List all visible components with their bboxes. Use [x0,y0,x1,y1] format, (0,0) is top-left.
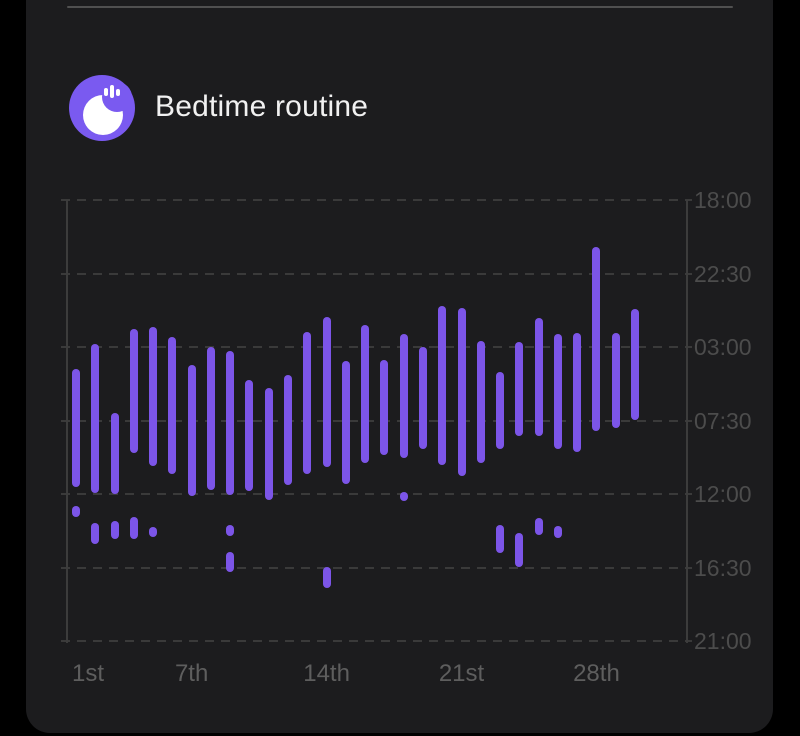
y-axis-label: 03:00 [694,334,752,360]
sleep-bar-day-19 [418,347,427,450]
sleep-bar-day-29 [611,332,620,429]
moon-sleep-icon [69,75,135,141]
sleep-bar-day-6 [168,336,177,474]
sleep-bar-day-30 [631,308,639,420]
sleep-bar-day-23 [496,372,505,449]
gridline-03:00 [61,346,692,348]
nap-bar-day-3 [110,520,119,540]
sleep-bar-day-21 [457,308,466,476]
sleep-bar-day-2 [91,344,100,493]
snore-wave-icon [116,89,120,96]
nap-bar-day-14 [322,567,331,588]
y-axis-label: 21:00 [694,628,752,654]
x-axis-label: 14th [303,660,350,687]
gridline-16:30 [61,566,692,569]
sleep-bar-day-24 [515,341,524,436]
nap-bar-day-1 [72,506,80,517]
sleep-bar-day-15 [341,361,350,484]
nap-bar-day-25 [534,518,543,536]
x-axis-label: 7th [174,660,209,687]
card-title: Bedtime routine [155,90,369,123]
snore-wave-icon [104,88,108,96]
axis-border-left [66,200,68,643]
sleep-bar-day-7 [187,365,196,496]
nap-bar-day-5 [149,526,158,537]
gridline-22:30 [61,272,692,275]
sleep-bar-day-17 [380,359,389,456]
chart-plot [67,200,686,641]
sleep-bar-day-10 [245,379,254,491]
sleep-bar-day-11 [264,388,273,500]
y-axis-label: 07:30 [694,407,752,434]
sleep-bar-day-4 [129,329,138,453]
nap-bar-day-24 [515,532,524,567]
sleep-bar-day-18 [399,333,408,458]
sleep-bar-day-1 [72,369,80,487]
section-divider [67,6,733,8]
sleep-bar-day-13 [303,332,312,474]
sleep-bar-day-16 [361,324,370,463]
sleep-bar-day-20 [438,305,447,465]
sleep-bar-day-8 [206,347,215,490]
sleep-bar-day-14 [322,317,331,468]
nap-bar-day-4 [129,516,138,540]
sleep-bar-day-26 [553,333,562,450]
nap-bar-day-9 [226,525,235,536]
snore-wave-icon [110,85,114,98]
nap-bar-day-23 [496,525,505,553]
y-axis-label: 16:30 [694,554,752,581]
sleep-bar-day-3 [110,413,119,494]
y-axis-label: 18:00 [694,187,752,213]
axis-border-right [686,200,688,643]
nap-bar-day-18 [399,492,408,502]
y-axis-label: 22:30 [694,260,752,287]
sleep-bar-day-27 [573,332,582,452]
x-axis-label: 28th [573,660,620,687]
y-axis-label: 12:00 [694,481,752,507]
x-axis-label: 21st [438,660,485,687]
moon-crescent-cut [102,82,132,112]
sleep-bar-day-28 [592,247,601,431]
nap-bar-day-9 [226,552,235,572]
sleep-bar-day-12 [284,375,293,485]
nap-bar-day-2 [91,522,100,545]
gridline-12:00 [61,493,692,495]
sleep-bar-day-25 [534,317,543,436]
nap-bar-day-26 [553,526,562,538]
gridline-21:00 [61,640,692,642]
x-axis-label: 1st [71,660,104,687]
sleep-bar-day-5 [149,327,158,466]
gridline-18:00 [61,199,692,201]
sleep-bar-day-22 [476,341,485,463]
gridline-07:30 [61,419,692,422]
sleep-bar-day-9 [226,351,235,496]
